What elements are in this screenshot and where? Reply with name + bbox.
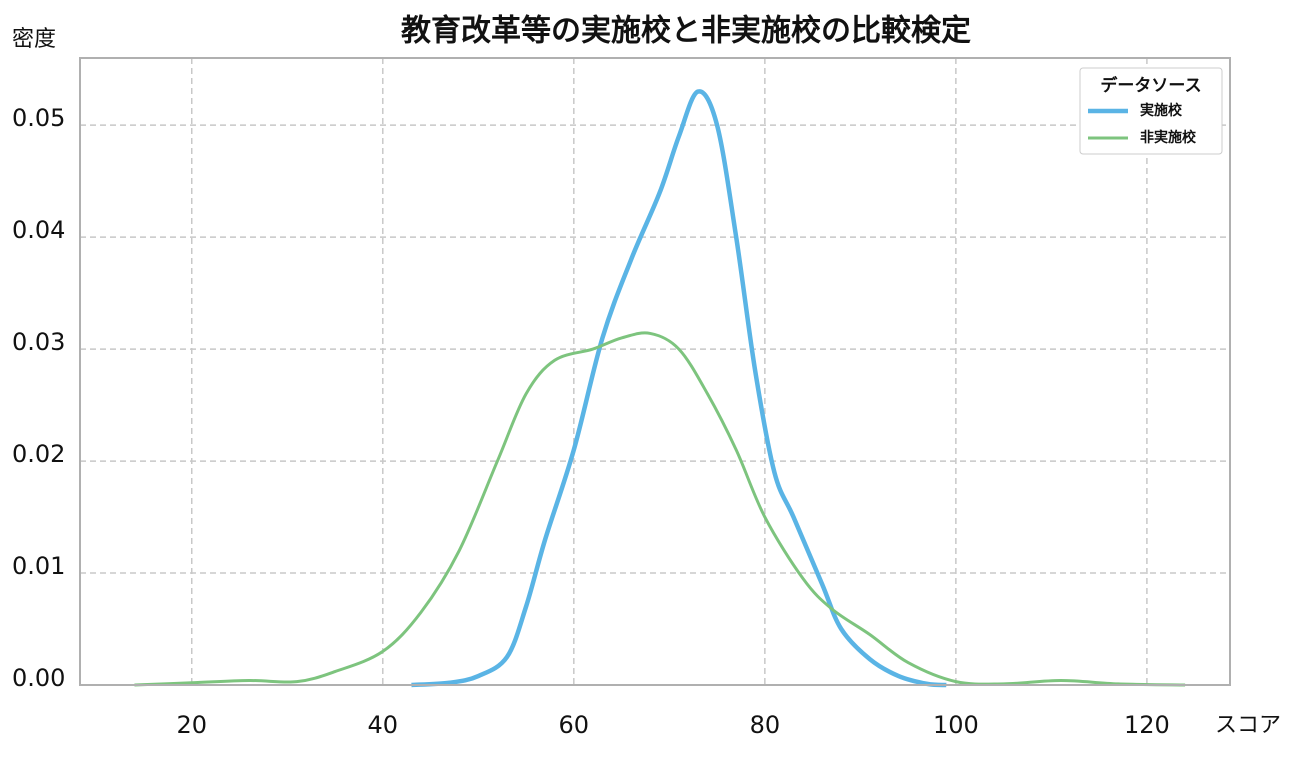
lines: [134, 89, 1186, 688]
y-tick-label: 0.00: [12, 664, 65, 692]
plot-frame: [79, 57, 1231, 686]
x-tick-label: 120: [1124, 711, 1170, 739]
x-tick-label: 100: [933, 711, 979, 739]
density-line: [134, 331, 1186, 687]
grid: [80, 58, 1230, 686]
x-tick-label: 40: [368, 711, 399, 739]
x-axis-label: スコア: [1215, 713, 1281, 738]
y-axis-label: 密度: [12, 27, 56, 52]
chart-title: 教育改革等の実施校と非実施校の比較検定: [401, 14, 971, 49]
legend-label: 実施校: [1140, 102, 1183, 119]
density-line: [411, 89, 947, 688]
x-tick-label: 80: [750, 711, 781, 739]
y-tick-label: 0.02: [12, 440, 65, 468]
legend-box: [1079, 67, 1223, 155]
x-tick-label: 20: [176, 711, 207, 739]
legend-label: 非実施校: [1140, 129, 1197, 146]
y-tick-label: 0.04: [12, 216, 65, 244]
y-tick-label: 0.03: [12, 328, 65, 356]
y-tick-label: 0.05: [12, 104, 65, 132]
y-tick-label: 0.01: [12, 552, 65, 580]
legend-title: データソース: [1100, 75, 1201, 96]
x-tick-label: 60: [559, 711, 590, 739]
